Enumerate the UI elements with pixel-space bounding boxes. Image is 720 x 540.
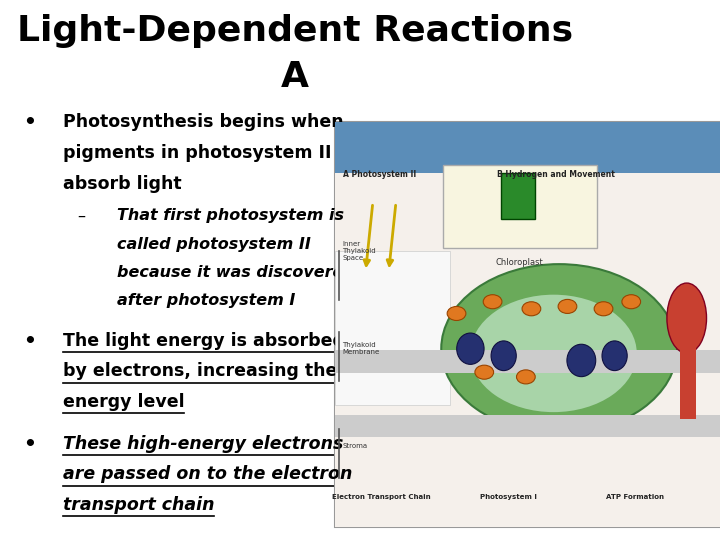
Ellipse shape [667, 283, 706, 353]
FancyBboxPatch shape [335, 350, 720, 373]
Circle shape [447, 307, 466, 321]
FancyBboxPatch shape [335, 122, 720, 173]
Text: •: • [23, 332, 36, 350]
Text: after photosystem I: after photosystem I [117, 293, 295, 308]
Text: because it was discovered: because it was discovered [117, 265, 354, 280]
Text: Photosynthesis begins when: Photosynthesis begins when [63, 113, 343, 131]
Text: are passed on to the electron: are passed on to the electron [63, 465, 352, 483]
FancyBboxPatch shape [335, 415, 720, 437]
Text: Light-Dependent Reactions: Light-Dependent Reactions [17, 14, 573, 48]
Ellipse shape [456, 333, 484, 365]
FancyBboxPatch shape [335, 173, 720, 526]
Ellipse shape [602, 341, 627, 370]
Circle shape [483, 295, 502, 309]
FancyBboxPatch shape [443, 165, 597, 248]
Text: Chloroplast: Chloroplast [496, 258, 544, 267]
Text: Inner
Thylakoid
Space: Inner Thylakoid Space [343, 241, 376, 261]
Text: energy level: energy level [63, 393, 184, 411]
Text: •: • [23, 435, 36, 454]
Ellipse shape [567, 345, 595, 377]
Text: pigments in photosystem II: pigments in photosystem II [63, 144, 331, 162]
Text: Thylakoid
Membrane: Thylakoid Membrane [343, 342, 379, 355]
Circle shape [558, 299, 577, 313]
Text: –: – [77, 208, 85, 224]
Circle shape [622, 295, 641, 309]
FancyBboxPatch shape [501, 173, 535, 219]
Text: B Hydrogen and Movement: B Hydrogen and Movement [497, 170, 614, 179]
Circle shape [522, 302, 541, 316]
Circle shape [475, 365, 494, 379]
Text: That first photosystem is: That first photosystem is [117, 208, 343, 224]
FancyBboxPatch shape [335, 122, 720, 526]
Text: •: • [23, 113, 36, 132]
Text: Stroma: Stroma [343, 442, 368, 449]
Ellipse shape [470, 295, 636, 412]
Ellipse shape [441, 264, 677, 433]
Text: Photosystem I: Photosystem I [480, 494, 536, 500]
Text: A: A [282, 60, 309, 94]
Text: The light energy is absorbed: The light energy is absorbed [63, 332, 344, 349]
Circle shape [594, 302, 613, 316]
Ellipse shape [491, 341, 516, 370]
Text: transport chain: transport chain [63, 496, 214, 514]
Text: called photosystem II: called photosystem II [117, 237, 310, 252]
Text: A Photosystem II: A Photosystem II [343, 170, 415, 179]
Text: These high-energy electrons: These high-energy electrons [63, 435, 343, 453]
Text: ATP Formation: ATP Formation [606, 494, 665, 500]
Circle shape [516, 370, 535, 384]
Text: Electron Transport Chain: Electron Transport Chain [332, 494, 431, 500]
FancyBboxPatch shape [680, 306, 696, 419]
Text: absorb light: absorb light [63, 175, 181, 193]
Text: by electrons, increasing their: by electrons, increasing their [63, 362, 351, 380]
FancyBboxPatch shape [335, 251, 451, 405]
